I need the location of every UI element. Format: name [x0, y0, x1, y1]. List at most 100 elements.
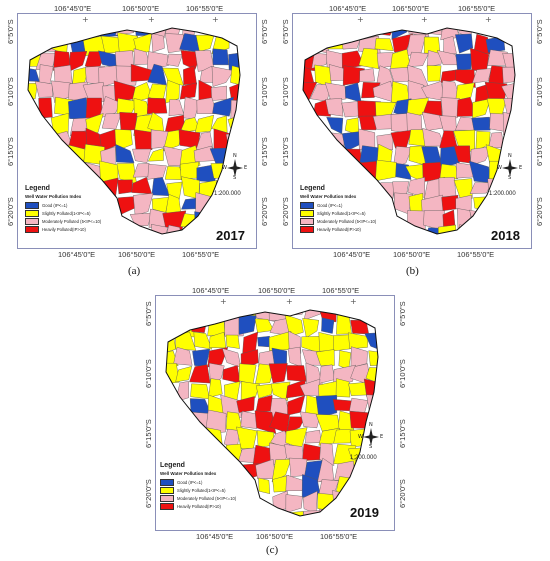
south-label: S — [508, 175, 512, 181]
district-cell — [359, 68, 375, 82]
district-cell — [344, 82, 362, 103]
district-cell — [285, 494, 303, 514]
district-cell — [193, 331, 213, 350]
district-cell — [368, 350, 378, 366]
district-cell — [133, 97, 151, 118]
legend-item-slight: Slightly Polluted(1<IP<=5) — [160, 486, 236, 494]
east-label: E — [380, 434, 384, 440]
district-cell — [147, 148, 164, 162]
legend-subtitle: Well Water Pollution Index — [300, 194, 357, 199]
district-cell — [255, 394, 273, 413]
district-cell — [350, 320, 370, 335]
district-cell — [502, 66, 515, 84]
district-cell — [317, 457, 335, 483]
lon-tick-2: 106°50'0"E — [258, 286, 296, 295]
lon-tick-2: 106°50'0"E — [122, 4, 160, 13]
district-cell — [183, 65, 197, 85]
north-arrow-icon: N W E S — [222, 153, 248, 181]
district-cell — [212, 48, 229, 66]
district-cell — [271, 459, 292, 483]
legend-item-slight: Slightly Polluted(1<IP<=5) — [300, 209, 376, 217]
scale-label: 1:200.000 — [489, 191, 516, 197]
district-cell — [236, 396, 255, 413]
district-cell — [349, 397, 369, 413]
district-cell — [453, 178, 473, 199]
district-cell — [342, 65, 365, 86]
district-cell — [210, 85, 227, 101]
west-label: W — [222, 165, 227, 171]
legend-item-good: Good (IP<=1) — [300, 201, 376, 209]
city-boundary — [27, 27, 241, 235]
district-cell — [287, 346, 302, 368]
district-cell — [469, 209, 493, 232]
district-cell — [225, 334, 240, 349]
district-cell — [230, 65, 240, 87]
district-cell — [163, 129, 183, 152]
district-cell — [407, 51, 429, 67]
graticule-mark: + — [148, 15, 155, 24]
district-cell — [347, 332, 369, 349]
east-label: E — [519, 165, 523, 171]
district-cell — [502, 52, 515, 70]
legend-item-heavy: Heavily Polluted(IP>10) — [160, 502, 236, 510]
district-cell — [358, 48, 380, 70]
district-cell — [321, 317, 335, 334]
district-cell — [301, 510, 321, 516]
district-cell — [310, 32, 333, 54]
lon-tick-bottom-3: 106°55'0"E — [320, 532, 358, 541]
district-cell — [119, 111, 138, 132]
lon-tick-bottom-1: 106°45'0"E — [196, 532, 234, 541]
district-cell — [341, 32, 362, 50]
district-cell — [439, 163, 458, 180]
district-cell — [195, 34, 215, 52]
district-cell — [407, 210, 426, 231]
district-cell — [53, 64, 73, 87]
jakarta-district-map — [302, 27, 516, 235]
legend-subtitle: Well Water Pollution Index — [25, 194, 82, 199]
district-cell — [204, 426, 223, 447]
year-label: 2019 — [350, 505, 379, 520]
district-cell — [375, 182, 395, 200]
graticule-mark: + — [82, 15, 89, 24]
district-cell — [286, 416, 306, 435]
district-cell — [284, 314, 304, 337]
district-cell — [166, 53, 183, 67]
legend-item-moderate: Moderately Polluted (5<IP<=10) — [25, 217, 101, 225]
legend: Legend Well Water Pollution Index Good (… — [300, 185, 376, 233]
legend-item-moderate: Moderately Polluted (5<IP<=10) — [160, 494, 236, 502]
district-cell — [133, 129, 154, 152]
scale-label: 1:200.000 — [350, 455, 377, 461]
city-boundary — [165, 309, 379, 517]
district-cell — [115, 143, 135, 164]
district-cell — [222, 365, 241, 384]
district-cell — [230, 99, 240, 119]
panel-caption: (a) — [128, 265, 141, 277]
map-panel-2017: 106°45'0"E 106°50'0"E 106°55'0"E + + + 6… — [0, 0, 275, 282]
district-cell — [285, 511, 304, 516]
district-cell — [285, 474, 305, 492]
map-shapes — [302, 27, 516, 235]
legend-item-good: Good (IP<=1) — [160, 478, 236, 486]
district-cell — [179, 227, 198, 234]
year-label: 2018 — [491, 228, 520, 243]
district-cell — [473, 196, 493, 211]
district-cell — [406, 34, 427, 57]
district-cell — [374, 38, 394, 52]
district-cell — [175, 366, 193, 383]
west-label: W — [358, 434, 363, 440]
district-cell — [302, 443, 321, 462]
district-cell — [178, 129, 201, 149]
district-cell — [485, 36, 506, 53]
district-cell — [390, 129, 412, 149]
legend-item-heavy: Heavily Polluted(IP>10) — [25, 225, 101, 233]
district-cell — [98, 96, 121, 119]
district-cell — [165, 79, 180, 104]
lon-tick-bottom-2: 106°50'0"E — [393, 250, 431, 259]
district-cell — [455, 53, 473, 71]
district-cell — [162, 67, 184, 86]
district-cell — [305, 429, 322, 444]
district-cell — [38, 97, 53, 119]
jakarta-district-map — [165, 309, 379, 517]
city-boundary — [302, 27, 516, 235]
north-label: N — [369, 422, 373, 428]
